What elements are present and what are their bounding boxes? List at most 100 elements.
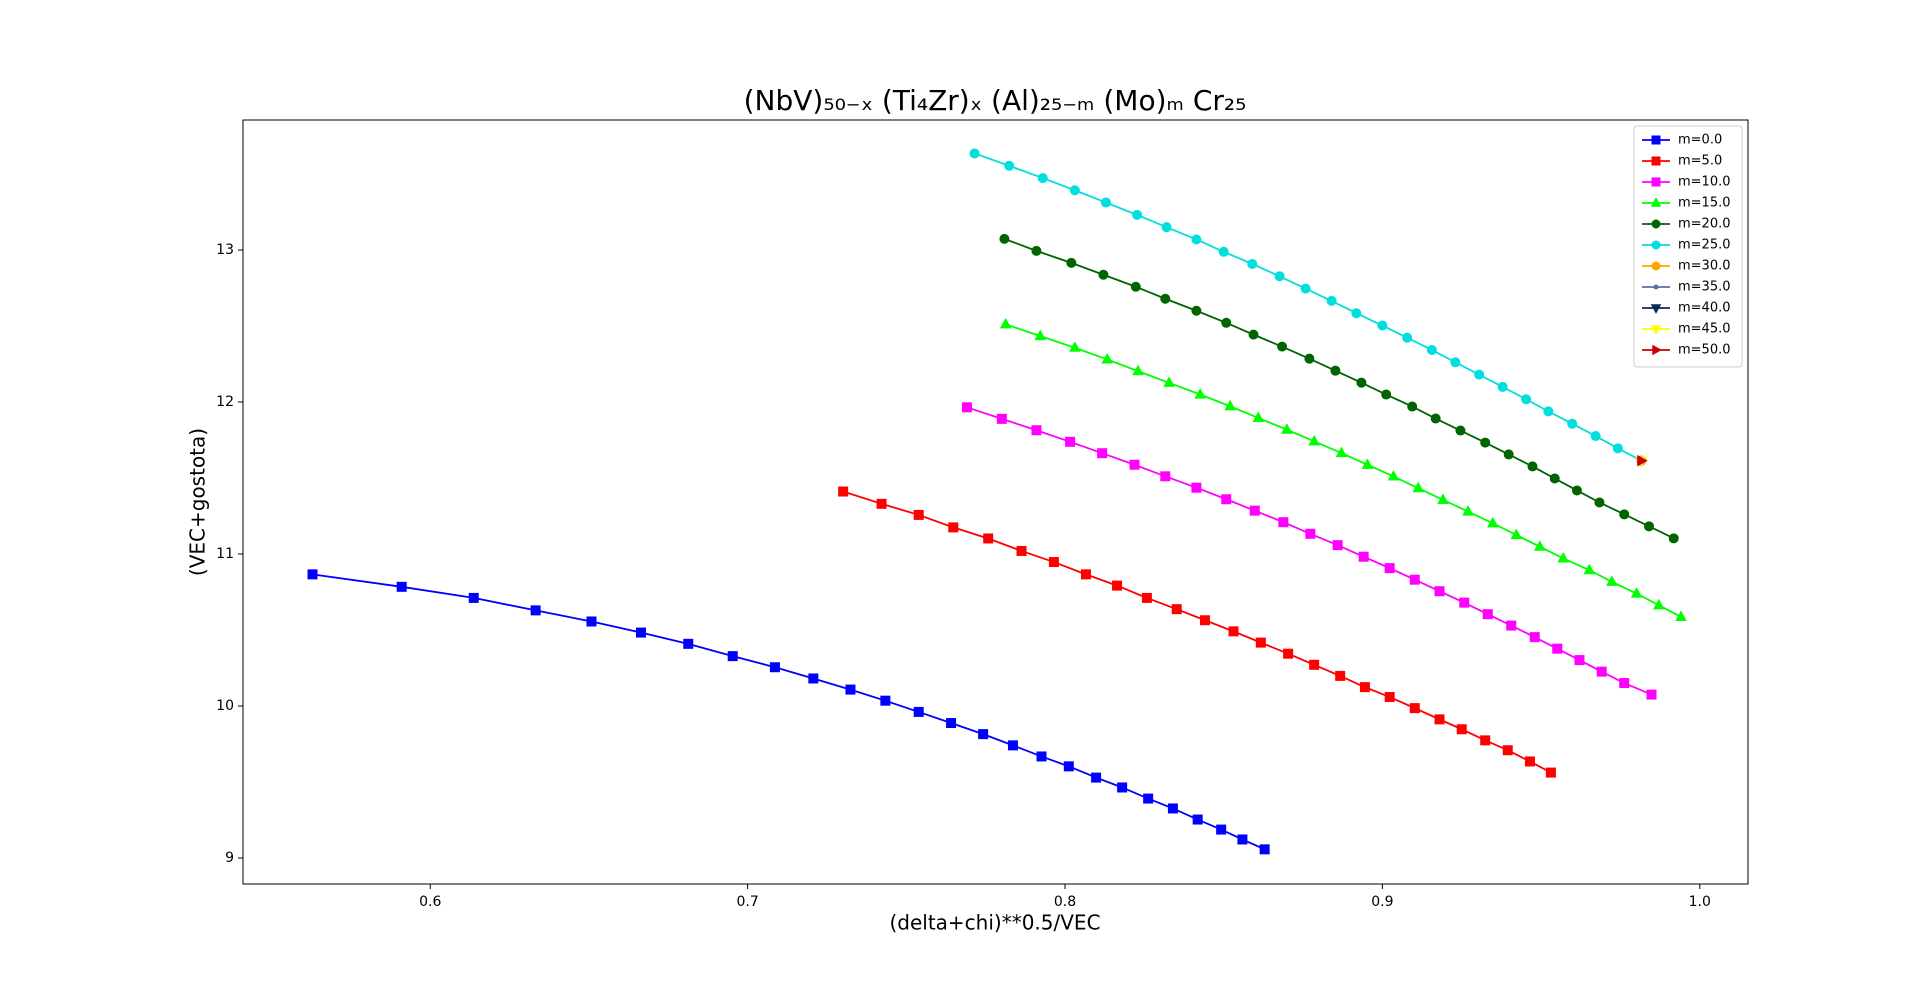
marker: [1381, 389, 1392, 400]
marker: [1650, 197, 1662, 207]
marker: [845, 684, 856, 695]
marker: [1194, 388, 1207, 399]
y-tick-label: 13: [216, 242, 234, 258]
marker: [1171, 604, 1182, 615]
marker: [1651, 135, 1661, 145]
marker: [1330, 365, 1341, 376]
marker: [1652, 344, 1662, 356]
marker: [1031, 425, 1042, 436]
marker: [1216, 824, 1227, 835]
y-tick-label: 12: [216, 394, 234, 410]
marker: [1274, 271, 1285, 282]
marker: [1305, 528, 1316, 539]
marker: [1377, 320, 1388, 331]
marker: [1218, 246, 1229, 257]
marker: [1651, 177, 1661, 187]
marker: [978, 729, 989, 740]
marker: [1402, 332, 1413, 343]
marker: [1534, 540, 1546, 551]
marker: [1034, 329, 1047, 341]
marker: [1653, 284, 1659, 290]
marker: [1143, 793, 1154, 804]
marker: [1459, 597, 1470, 608]
marker: [1237, 834, 1248, 845]
marker: [1199, 615, 1210, 626]
marker: [1455, 425, 1466, 436]
marker: [1277, 341, 1288, 352]
marker: [1524, 756, 1535, 767]
marker: [838, 486, 849, 497]
marker: [1141, 592, 1152, 603]
marker: [876, 498, 887, 509]
marker: [1437, 493, 1449, 504]
marker: [1281, 423, 1293, 434]
marker: [1308, 434, 1320, 446]
marker: [1247, 258, 1258, 269]
marker: [1132, 209, 1143, 220]
marker: [1224, 399, 1236, 411]
legend-label: m=0.0: [1678, 133, 1722, 148]
marker: [1326, 295, 1337, 306]
legend-label: m=20.0: [1678, 217, 1731, 232]
marker: [1335, 670, 1346, 681]
marker: [1480, 437, 1491, 448]
marker: [1048, 557, 1059, 568]
marker: [1543, 406, 1554, 417]
marker: [1567, 418, 1578, 429]
marker: [1630, 587, 1643, 598]
marker: [1612, 443, 1623, 454]
marker: [1351, 308, 1362, 319]
marker: [1112, 580, 1123, 591]
marker: [1132, 364, 1144, 376]
marker: [1384, 692, 1395, 703]
marker: [769, 662, 780, 673]
marker: [996, 413, 1007, 424]
marker: [1163, 376, 1175, 387]
marker: [1248, 329, 1259, 340]
x-tick-label: 0.6: [419, 894, 441, 910]
legend-label: m=10.0: [1678, 175, 1731, 190]
marker: [1590, 431, 1601, 442]
legend-label: m=5.0: [1678, 154, 1722, 169]
marker: [1653, 598, 1665, 610]
marker: [1129, 459, 1140, 470]
marker: [1191, 305, 1202, 316]
marker: [1069, 185, 1080, 196]
marker: [1117, 782, 1128, 793]
marker: [880, 695, 891, 706]
marker: [1637, 454, 1648, 467]
x-tick-label: 0.9: [1371, 894, 1393, 910]
chart-title: (NbV)₅₀₋ₓ (Ti₄Zr)ₓ (Al)₂₅₋ₘ (Mo)ₘ Cr₂₅: [744, 84, 1247, 117]
marker: [1069, 341, 1081, 352]
marker: [1037, 173, 1048, 184]
marker: [1434, 714, 1445, 725]
y-tick-label: 11: [216, 546, 234, 562]
marker: [1583, 563, 1596, 575]
series-line: [1005, 323, 1682, 618]
marker: [1506, 620, 1517, 631]
x-tick-label: 0.7: [736, 894, 758, 910]
marker: [1016, 545, 1027, 556]
marker: [1192, 814, 1203, 825]
legend-label: m=35.0: [1678, 280, 1731, 295]
marker: [1426, 344, 1437, 355]
marker: [1434, 586, 1445, 597]
legend-label: m=15.0: [1678, 196, 1731, 211]
marker: [1332, 540, 1343, 551]
x-tick-label: 1.0: [1689, 894, 1711, 910]
marker: [1080, 569, 1091, 580]
marker: [1160, 293, 1171, 304]
marker: [1384, 563, 1395, 574]
marker: [1521, 394, 1532, 405]
legend-label: m=45.0: [1678, 322, 1731, 337]
legend-label: m=25.0: [1678, 238, 1731, 253]
marker: [1356, 377, 1367, 388]
marker: [1065, 436, 1076, 447]
marker: [1527, 461, 1538, 472]
marker: [1668, 533, 1679, 544]
marker: [1097, 448, 1108, 459]
marker: [1594, 497, 1605, 508]
legend-label: m=50.0: [1678, 343, 1731, 358]
marker: [1646, 689, 1657, 700]
